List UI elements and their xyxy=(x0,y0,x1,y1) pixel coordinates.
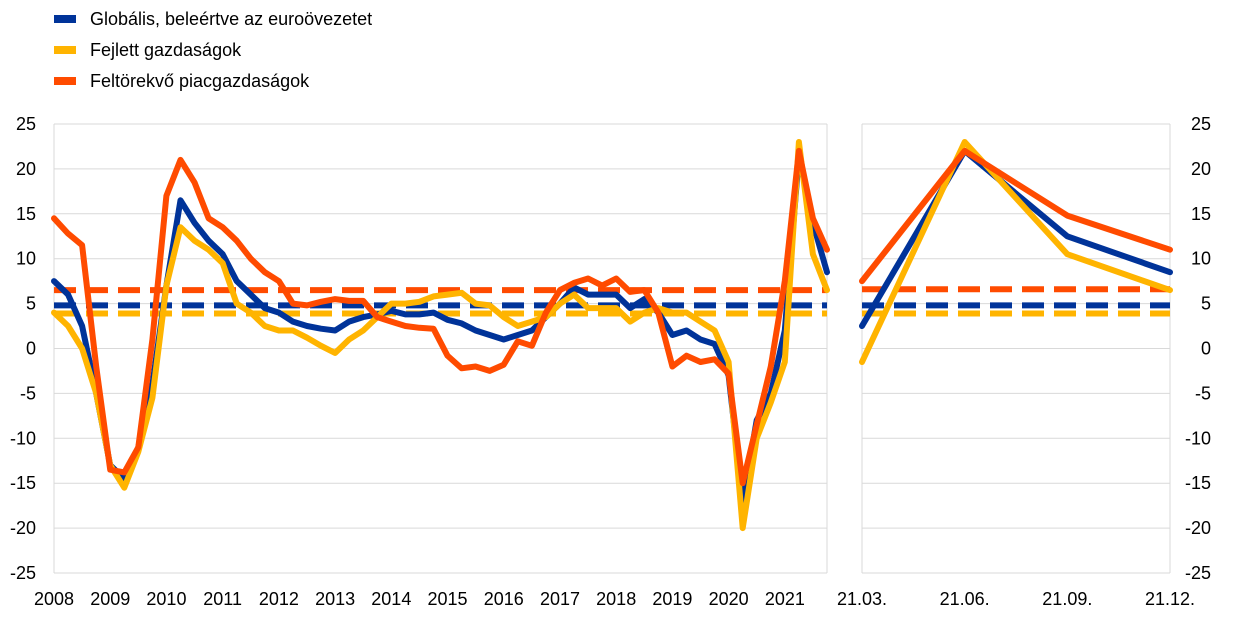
right-y-tick-label: 25 xyxy=(1191,114,1211,134)
left-x-tick-label: 2021 xyxy=(765,589,805,609)
right-y-tick-label: -5 xyxy=(1195,383,1211,403)
left-x-tick-label: 2016 xyxy=(484,589,524,609)
right-y-tick-label: 15 xyxy=(1191,204,1211,224)
left-x-tick-label: 2010 xyxy=(146,589,186,609)
legend-label: Fejlett gazdaságok xyxy=(90,40,242,60)
left-y-tick-label: 5 xyxy=(26,294,36,314)
left-x-tick-label: 2014 xyxy=(371,589,411,609)
right-x-tick-label: 21.03. xyxy=(837,589,887,609)
legend-label: Feltörekvő piacgazdaságok xyxy=(90,71,310,91)
legend-swatch xyxy=(54,77,76,85)
right-y-tick-label: 20 xyxy=(1191,159,1211,179)
left-series-lines xyxy=(51,139,830,532)
series-line xyxy=(859,147,1173,285)
left-x-tick-label: 2009 xyxy=(90,589,130,609)
right-y-tick-label: 10 xyxy=(1191,249,1211,269)
left-x-tick-label: 2008 xyxy=(34,589,74,609)
left-y-tick-label: -15 xyxy=(10,473,36,493)
right-x-tick-label: 21.12. xyxy=(1145,589,1195,609)
series-line xyxy=(51,139,830,532)
right-x-tick-label: 21.09. xyxy=(1042,589,1092,609)
left-panel: -25 -20 -15 -10 -5 0 5 10 15 20 25 2008 2009 2010 201… xyxy=(10,114,830,609)
left-y-tick-label: 25 xyxy=(16,114,36,134)
series-line xyxy=(51,152,830,505)
left-y-tick-labels: -25 -20 -15 -10 -5 0 5 10 15 20 25 xyxy=(10,114,36,583)
legend: Globális, beleértve az euroövezetet Fejle… xyxy=(54,9,372,91)
right-series-lines xyxy=(859,139,1173,365)
legend-swatch xyxy=(54,46,76,54)
right-y-tick-label: -10 xyxy=(1185,428,1211,448)
right-y-tick-labels: -25 -20 -15 -10 -5 0 5 10 15 20 25 xyxy=(1185,114,1211,583)
right-y-tick-label: -15 xyxy=(1185,473,1211,493)
left-x-tick-label: 2019 xyxy=(652,589,692,609)
left-y-tick-label: 0 xyxy=(26,339,36,359)
left-x-tick-label: 2011 xyxy=(203,589,242,609)
left-x-tick-label: 2015 xyxy=(428,589,468,609)
right-y-tick-label: 5 xyxy=(1201,294,1211,314)
left-x-tick-label: 2013 xyxy=(315,589,355,609)
left-x-tick-label: 2012 xyxy=(259,589,299,609)
right-y-tick-label: -25 xyxy=(1185,563,1211,583)
right-x-tick-labels: 21.03. 21.06. 21.09. 21.12. xyxy=(837,589,1195,609)
left-x-tick-label: 2018 xyxy=(596,589,636,609)
left-x-tick-label: 2017 xyxy=(540,589,580,609)
left-y-tick-label: 10 xyxy=(16,249,36,269)
left-y-tick-label: -5 xyxy=(20,383,36,403)
left-y-tick-label: -10 xyxy=(10,428,36,448)
series-line xyxy=(859,147,1173,329)
left-y-tick-label: 15 xyxy=(16,204,36,224)
right-x-tick-label: 21.06. xyxy=(940,589,990,609)
right-y-tick-label: 0 xyxy=(1201,339,1211,359)
right-y-tick-label: -20 xyxy=(1185,518,1211,538)
left-x-tick-labels: 2008 2009 2010 2011 2012 2013 2014 2015 2016 2017… xyxy=(34,589,805,609)
left-y-tick-label: -20 xyxy=(10,518,36,538)
series-line xyxy=(859,139,1173,365)
left-y-tick-label: -25 xyxy=(10,563,36,583)
legend-swatch xyxy=(54,15,76,23)
legend-label: Globális, beleértve az euroövezetet xyxy=(90,9,372,29)
series-line xyxy=(51,147,830,487)
left-x-tick-label: 2020 xyxy=(709,589,749,609)
left-y-tick-label: 20 xyxy=(16,159,36,179)
